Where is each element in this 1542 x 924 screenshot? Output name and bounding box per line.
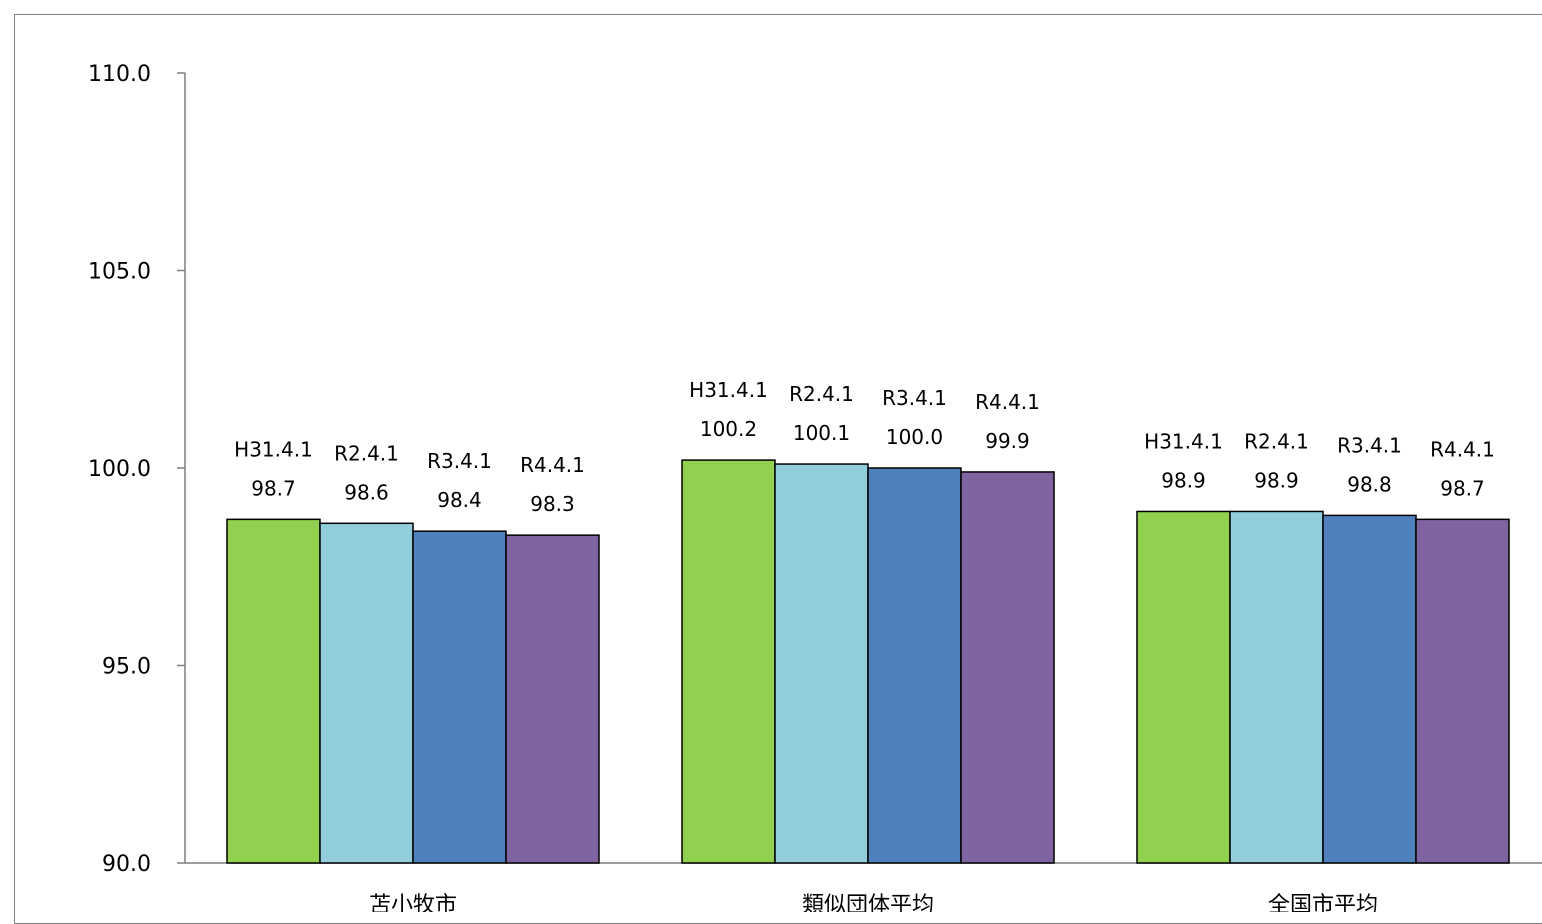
bar-R3.4.1-苫小牧市: [412, 530, 507, 864]
data-label-series: R2.4.1: [1244, 429, 1309, 453]
data-label-series: R2.4.1: [334, 441, 399, 465]
data-label-series: R4.4.1: [1430, 437, 1495, 461]
data-labels-group: H31.4.1 98.7 R2.4.1 98.6 R3.4.1 98.4 R4.4.1 98.…: [234, 378, 1495, 516]
bar-R4.4.1-類似団体平均: [960, 471, 1055, 864]
bar-H31.4.1-苫小牧市: [226, 518, 321, 864]
y-tick-label: 90.0: [102, 852, 151, 877]
category-labels-group: 苫小牧市 類似団体平均 全国市平均: [369, 893, 1378, 912]
bar-H31.4.1-全国市平均: [1136, 510, 1231, 864]
data-label-value: 98.7: [251, 476, 296, 500]
data-label-value: 98.6: [344, 480, 389, 504]
data-label-value: 98.9: [1161, 468, 1206, 492]
data-label-value: 98.7: [1440, 476, 1485, 500]
y-tick-label: 95.0: [102, 655, 151, 680]
data-label-series: R3.4.1: [427, 449, 492, 473]
bars-group: [226, 459, 1510, 864]
y-tick-label: 105.0: [88, 260, 151, 285]
data-label-series: R4.4.1: [975, 390, 1040, 414]
bar-H31.4.1-類似団体平均: [681, 459, 776, 864]
y-tick-label: 110.0: [88, 62, 151, 87]
data-label-series: H31.4.1: [234, 437, 313, 461]
category-label: 苫小牧市: [369, 893, 457, 912]
data-label-value: 100.2: [700, 417, 757, 441]
data-label-series: R2.4.1: [789, 382, 854, 406]
y-tick-label: 100.0: [88, 457, 151, 482]
y-axis-ticks: 90.0 95.0 100.0 105.0 110.0: [88, 62, 185, 877]
category-label: 類似団体平均: [802, 893, 934, 912]
bar-R4.4.1-苫小牧市: [505, 534, 600, 864]
data-label-series: R4.4.1: [520, 453, 585, 477]
data-label-value: 99.9: [985, 429, 1030, 453]
data-label-series: R3.4.1: [882, 386, 947, 410]
bar-R4.4.1-全国市平均: [1415, 518, 1510, 864]
data-label-series: H31.4.1: [1144, 429, 1223, 453]
data-label-series: H31.4.1: [689, 378, 768, 402]
data-label-value: 100.1: [793, 421, 850, 445]
data-label-value: 98.9: [1254, 468, 1299, 492]
category-label: 全国市平均: [1268, 893, 1378, 912]
bar-R2.4.1-類似団体平均: [774, 463, 869, 864]
data-label-series: R3.4.1: [1337, 433, 1402, 457]
bar-R2.4.1-苫小牧市: [319, 522, 414, 864]
bar-R3.4.1-全国市平均: [1322, 514, 1417, 864]
data-label-value: 98.3: [530, 492, 575, 516]
bar-R3.4.1-類似団体平均: [867, 467, 962, 864]
data-label-value: 98.8: [1347, 472, 1392, 496]
data-label-value: 100.0: [886, 425, 943, 449]
data-label-value: 98.4: [437, 488, 482, 512]
bar-R2.4.1-全国市平均: [1229, 510, 1324, 864]
